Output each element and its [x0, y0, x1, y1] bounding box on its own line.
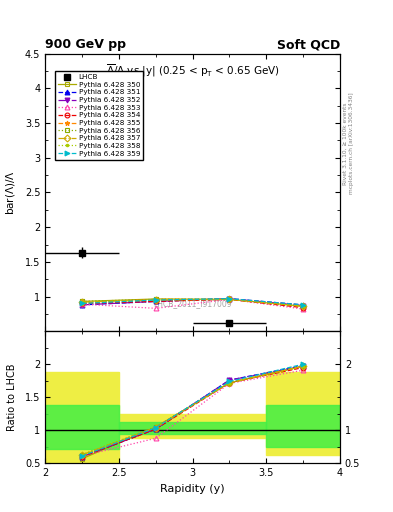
Text: Rivet 3.1.10, ≥ 100k events: Rivet 3.1.10, ≥ 100k events [343, 102, 348, 185]
Pythia 6.428 354 [153, 298, 158, 305]
Pythia 6.428 351 [153, 298, 158, 305]
Pythia 6.428 350 [227, 296, 232, 303]
Pythia 6.428 359 [80, 301, 84, 307]
Bar [266, 405, 340, 447]
Bar [266, 372, 340, 455]
Pythia 6.428 351 [301, 302, 305, 308]
Line: Pythia 6.428 353: Pythia 6.428 353 [80, 297, 305, 311]
Pythia 6.428 352 [227, 295, 232, 302]
Pythia 6.428 355 [227, 296, 232, 303]
Pythia 6.428 352 [153, 298, 158, 305]
Text: Soft QCD: Soft QCD [277, 38, 340, 51]
X-axis label: Rapidity (y): Rapidity (y) [160, 484, 225, 494]
Pythia 6.428 355 [153, 296, 158, 303]
Y-axis label: Ratio to LHCB: Ratio to LHCB [7, 364, 17, 431]
Pythia 6.428 350 [153, 296, 158, 302]
Pythia 6.428 358 [80, 299, 84, 305]
Line: Pythia 6.428 359: Pythia 6.428 359 [80, 296, 305, 307]
Bar [45, 372, 119, 463]
Pythia 6.428 357 [301, 303, 305, 309]
Pythia 6.428 356 [80, 298, 84, 305]
Text: LHCB_2011_I917009: LHCB_2011_I917009 [153, 299, 232, 308]
Pythia 6.428 359 [227, 295, 232, 302]
Legend: LHCB, Pythia 6.428 350, Pythia 6.428 351, Pythia 6.428 352, Pythia 6.428 353, Py: LHCB, Pythia 6.428 350, Pythia 6.428 351… [55, 71, 143, 160]
Text: mcplots.cern.ch [arXiv:1306.3436]: mcplots.cern.ch [arXiv:1306.3436] [349, 93, 354, 194]
Pythia 6.428 356 [153, 296, 158, 303]
Line: Pythia 6.428 351: Pythia 6.428 351 [80, 296, 305, 307]
Pythia 6.428 358 [153, 297, 158, 303]
Y-axis label: bar($\Lambda$)/$\Lambda$: bar($\Lambda$)/$\Lambda$ [4, 170, 17, 215]
Pythia 6.428 351 [80, 302, 84, 308]
Bar [45, 405, 119, 449]
Pythia 6.428 350 [80, 298, 84, 305]
Pythia 6.428 353 [153, 305, 158, 311]
Pythia 6.428 357 [80, 299, 84, 305]
Pythia 6.428 357 [153, 297, 158, 303]
Line: Pythia 6.428 357: Pythia 6.428 357 [80, 297, 305, 309]
Pythia 6.428 358 [301, 303, 305, 309]
Pythia 6.428 351 [227, 295, 232, 302]
Pythia 6.428 354 [80, 301, 84, 307]
Pythia 6.428 357 [227, 296, 232, 303]
Pythia 6.428 353 [301, 306, 305, 312]
Line: Pythia 6.428 354: Pythia 6.428 354 [80, 297, 305, 310]
Pythia 6.428 352 [80, 302, 84, 308]
Pythia 6.428 354 [301, 305, 305, 311]
Line: Pythia 6.428 356: Pythia 6.428 356 [80, 297, 305, 309]
Pythia 6.428 353 [227, 296, 232, 303]
Text: 900 GeV pp: 900 GeV pp [45, 38, 126, 51]
Pythia 6.428 356 [227, 296, 232, 303]
Pythia 6.428 359 [301, 302, 305, 308]
Pythia 6.428 350 [301, 303, 305, 309]
Line: Pythia 6.428 355: Pythia 6.428 355 [80, 297, 305, 309]
Pythia 6.428 354 [227, 296, 232, 303]
Text: $\overline{\Lambda}/\Lambda$ vs |y| (0.25 < p$_\mathrm{T}$ < 0.65 GeV): $\overline{\Lambda}/\Lambda$ vs |y| (0.2… [106, 62, 279, 79]
Pythia 6.428 353 [80, 301, 84, 307]
Line: Pythia 6.428 350: Pythia 6.428 350 [80, 296, 305, 309]
Pythia 6.428 358 [227, 296, 232, 303]
Pythia 6.428 355 [301, 303, 305, 309]
Pythia 6.428 355 [80, 300, 84, 306]
Bar [119, 422, 266, 434]
Pythia 6.428 356 [301, 303, 305, 309]
Pythia 6.428 359 [153, 297, 158, 303]
Bar [119, 414, 266, 438]
Pythia 6.428 352 [301, 303, 305, 309]
Line: Pythia 6.428 358: Pythia 6.428 358 [80, 297, 305, 309]
Line: Pythia 6.428 352: Pythia 6.428 352 [80, 296, 305, 308]
